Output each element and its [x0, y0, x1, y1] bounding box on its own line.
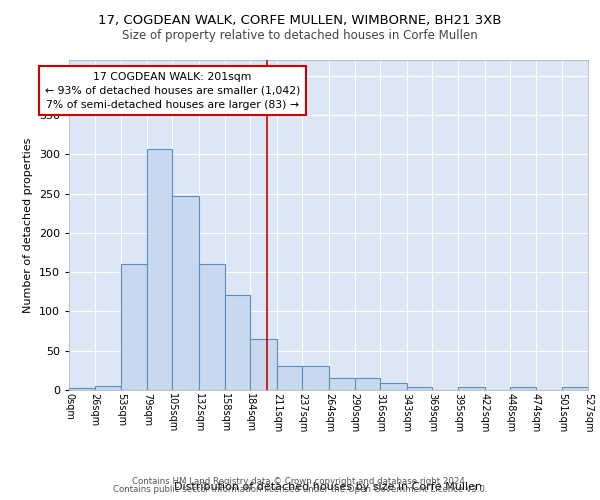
Bar — [69, 388, 95, 390]
Bar — [458, 387, 485, 390]
Bar — [199, 264, 224, 390]
Bar — [510, 387, 536, 390]
Text: Contains HM Land Registry data © Crown copyright and database right 2024.: Contains HM Land Registry data © Crown c… — [132, 477, 468, 486]
Bar — [121, 264, 147, 390]
Bar — [172, 196, 199, 390]
Bar — [250, 339, 277, 390]
Bar — [355, 378, 380, 390]
Bar — [95, 386, 121, 390]
Bar — [277, 366, 302, 390]
Bar — [407, 387, 433, 390]
Bar — [147, 149, 172, 390]
Bar — [224, 295, 250, 390]
Bar — [329, 378, 355, 390]
X-axis label: Distribution of detached houses by size in Corfe Mullen: Distribution of detached houses by size … — [175, 482, 482, 492]
Text: Contains public sector information licensed under the Open Government Licence v3: Contains public sector information licen… — [113, 485, 487, 494]
Bar — [562, 387, 588, 390]
Y-axis label: Number of detached properties: Number of detached properties — [23, 138, 33, 312]
Bar — [380, 383, 407, 390]
Text: 17, COGDEAN WALK, CORFE MULLEN, WIMBORNE, BH21 3XB: 17, COGDEAN WALK, CORFE MULLEN, WIMBORNE… — [98, 14, 502, 27]
Text: Size of property relative to detached houses in Corfe Mullen: Size of property relative to detached ho… — [122, 28, 478, 42]
Text: 17 COGDEAN WALK: 201sqm
← 93% of detached houses are smaller (1,042)
7% of semi-: 17 COGDEAN WALK: 201sqm ← 93% of detache… — [45, 72, 300, 110]
Bar — [302, 366, 329, 390]
